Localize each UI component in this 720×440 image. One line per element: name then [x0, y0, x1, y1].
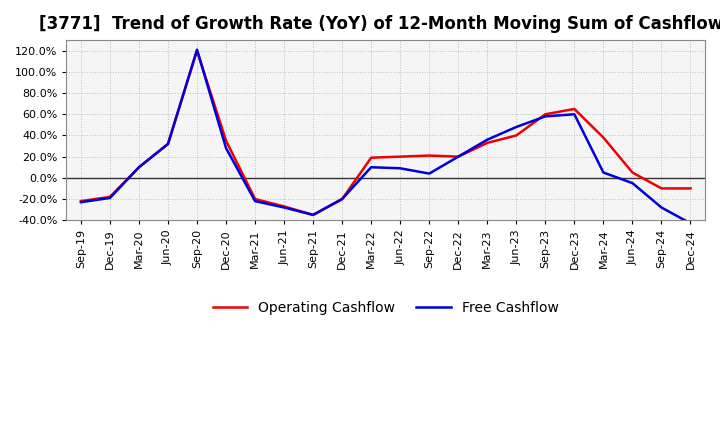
Free Cashflow: [135, 165, 143, 170]
Operating Cashflow: [396, 154, 405, 159]
Title: [3771]  Trend of Growth Rate (YoY) of 12-Month Moving Sum of Cashflows: [3771] Trend of Growth Rate (YoY) of 12-…: [39, 15, 720, 33]
Operating Cashflow: [483, 140, 492, 146]
Free Cashflow: [512, 125, 521, 130]
Operating Cashflow: [570, 106, 579, 112]
Free Cashflow: [76, 200, 85, 205]
Operating Cashflow: [454, 154, 462, 159]
Free Cashflow: [686, 221, 695, 226]
Free Cashflow: [193, 47, 202, 52]
Operating Cashflow: [367, 155, 376, 160]
Operating Cashflow: [251, 196, 259, 202]
Free Cashflow: [222, 146, 230, 151]
Line: Operating Cashflow: Operating Cashflow: [81, 51, 690, 215]
Operating Cashflow: [686, 186, 695, 191]
Operating Cashflow: [599, 135, 608, 140]
Free Cashflow: [657, 205, 666, 210]
Free Cashflow: [570, 112, 579, 117]
Operating Cashflow: [657, 186, 666, 191]
Operating Cashflow: [425, 153, 433, 158]
Free Cashflow: [367, 165, 376, 170]
Operating Cashflow: [512, 133, 521, 138]
Operating Cashflow: [280, 204, 289, 209]
Free Cashflow: [628, 180, 636, 186]
Operating Cashflow: [628, 170, 636, 175]
Free Cashflow: [425, 171, 433, 176]
Free Cashflow: [163, 141, 172, 147]
Free Cashflow: [106, 195, 114, 201]
Operating Cashflow: [541, 112, 549, 117]
Free Cashflow: [396, 165, 405, 171]
Operating Cashflow: [193, 48, 202, 53]
Line: Free Cashflow: Free Cashflow: [81, 50, 690, 224]
Free Cashflow: [454, 154, 462, 159]
Operating Cashflow: [106, 194, 114, 199]
Free Cashflow: [251, 198, 259, 204]
Free Cashflow: [599, 170, 608, 175]
Free Cashflow: [483, 137, 492, 142]
Operating Cashflow: [135, 165, 143, 170]
Free Cashflow: [338, 196, 346, 202]
Operating Cashflow: [76, 198, 85, 204]
Free Cashflow: [280, 205, 289, 210]
Free Cashflow: [309, 212, 318, 217]
Free Cashflow: [541, 114, 549, 119]
Operating Cashflow: [338, 196, 346, 202]
Legend: Operating Cashflow, Free Cashflow: Operating Cashflow, Free Cashflow: [207, 296, 564, 321]
Operating Cashflow: [309, 212, 318, 217]
Operating Cashflow: [222, 138, 230, 143]
Operating Cashflow: [163, 141, 172, 147]
